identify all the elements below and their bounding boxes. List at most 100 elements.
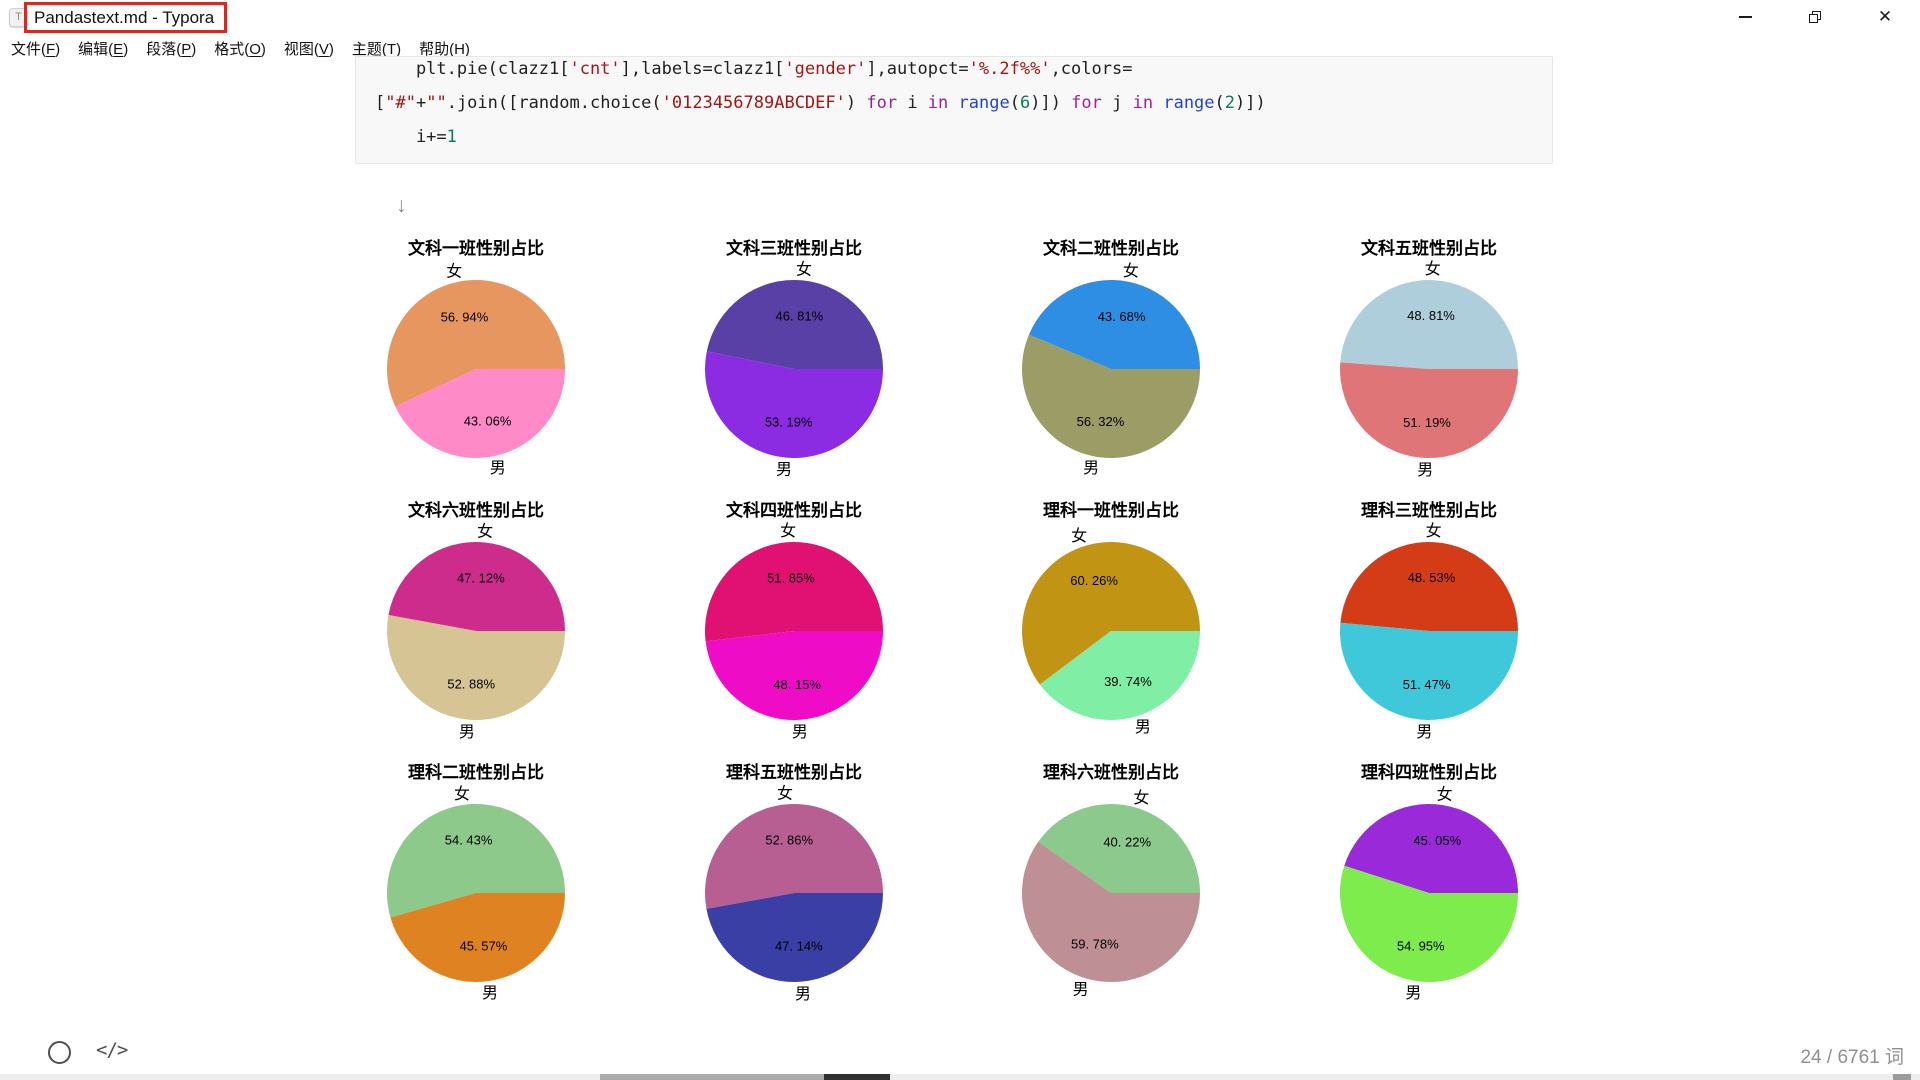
pie-category-label: 女 [1133, 788, 1149, 807]
pie-slice [705, 542, 883, 642]
pie-slice [1340, 280, 1518, 369]
bottom-edge-strip [0, 1074, 1920, 1080]
pie-chart: 文科二班性别占比 43. 68% 女 56. 32% 男 [961, 234, 1261, 506]
pie-slice [1344, 803, 1518, 893]
pie-percent-label: 48. 53% [1408, 570, 1456, 585]
pie-svg: 47. 12% 女 52. 88% 男 [387, 521, 565, 741]
minimize-icon [1738, 16, 1752, 18]
pie-chart: 文科四班性别占比 51. 85% 女 48. 15% 男 [644, 496, 944, 768]
pie-category-label: 女 [1123, 261, 1139, 280]
pie-category-label: 男 [1073, 981, 1089, 998]
pie-category-label: 男 [1083, 460, 1099, 477]
pie-svg: 48. 81% 女 51. 19% 男 [1340, 259, 1518, 479]
pie-percent-label: 47. 14% [775, 939, 823, 954]
pie-category-label: 男 [795, 986, 811, 1003]
title-annotation-box: Pandastext.md - Typora [24, 2, 228, 33]
chart-title: 理科五班性别占比 [726, 763, 862, 782]
pie-percent-label: 51. 19% [1403, 415, 1451, 430]
pie-category-label: 男 [490, 460, 506, 477]
pie-slice [1340, 622, 1518, 721]
word-count[interactable]: 24 / 6761 词 [1800, 1047, 1904, 1068]
pie-category-label: 女 [1426, 521, 1442, 540]
pie-slice [705, 631, 883, 721]
pie-percent-label: 52. 86% [765, 832, 813, 847]
pie-category-label: 女 [777, 783, 793, 802]
window-title: Pandastext.md - Typora [34, 7, 215, 27]
restore-button[interactable] [1780, 0, 1850, 34]
pie-chart: 理科六班性别占比 40. 22% 女 59. 78% 男 [961, 758, 1261, 1030]
pie-slice [1022, 542, 1200, 685]
pie-percent-label: 45. 05% [1413, 833, 1461, 848]
pie-slice [1022, 841, 1200, 983]
pie-category-label: 女 [1071, 526, 1087, 545]
pie-percent-label: 54. 95% [1397, 938, 1445, 953]
pie-category-label: 男 [1417, 462, 1433, 479]
pie-chart: 理科三班性别占比 48. 53% 女 51. 47% 男 [1279, 496, 1579, 768]
pie-slice [1039, 631, 1200, 721]
pie-svg: 43. 68% 女 56. 32% 男 [1022, 261, 1200, 477]
pie-slice [390, 893, 565, 982]
pie-chart: 理科一班性别占比 60. 26% 女 39. 74% 男 [961, 496, 1261, 768]
pie-slice [388, 541, 565, 631]
pie-category-label: 女 [477, 521, 493, 540]
pie-category-label: 男 [776, 462, 792, 479]
app-icon: T [9, 8, 28, 27]
minimize-button[interactable] [1710, 0, 1780, 34]
menu-item-file[interactable]: 文件(F) [11, 40, 61, 58]
pie-percent-label: 40. 22% [1103, 835, 1151, 850]
pie-percent-label: 51. 47% [1403, 677, 1451, 692]
pie-svg: 40. 22% 女 59. 78% 男 [1022, 788, 1200, 998]
menu-item-paragraph[interactable]: 段落(P) [146, 40, 197, 58]
pie-percent-label: 47. 12% [457, 570, 505, 585]
pie-svg: 54. 43% 女 45. 57% 男 [387, 784, 565, 1002]
pie-category-label: 女 [1437, 784, 1453, 803]
pie-chart: 理科四班性别占比 45. 05% 女 54. 95% 男 [1279, 758, 1579, 1030]
pie-chart: 文科三班性别占比 46. 81% 女 53. 19% 男 [644, 234, 944, 506]
menu-item-view[interactable]: 视图(V) [283, 40, 334, 58]
menu-bar: 文件(F) 编辑(E) 段落(P) 格式(O) 视图(V) 主题(T) 帮助(H… [2, 34, 479, 62]
pie-slice [387, 803, 565, 918]
chart-title: 文科二班性别占比 [1043, 239, 1179, 258]
cursor-hint-arrow: ↓ [396, 194, 407, 217]
pie-percent-label: 51. 85% [767, 570, 815, 585]
chart-title: 理科二班性别占比 [408, 763, 544, 782]
pie-category-label: 男 [1135, 719, 1151, 736]
pie-category-label: 男 [482, 985, 498, 1002]
pie-category-label: 男 [792, 724, 808, 741]
close-button[interactable]: ✕ [1850, 0, 1920, 34]
pie-svg: 46. 81% 女 53. 19% 男 [705, 260, 883, 479]
pie-category-label: 女 [1425, 259, 1441, 278]
menu-item-edit[interactable]: 编辑(E) [78, 40, 129, 58]
pie-slice [387, 614, 565, 720]
pie-category-label: 女 [796, 260, 812, 279]
pie-svg: 51. 85% 女 48. 15% 男 [705, 521, 883, 741]
menu-item-theme[interactable]: 主题(T) [351, 40, 402, 58]
pie-svg: 56. 94% 女 43. 06% 男 [387, 261, 565, 477]
outline-circle-icon[interactable] [48, 1041, 71, 1064]
pie-slice [705, 351, 883, 458]
pie-chart: 文科一班性别占比 56. 94% 女 43. 06% 男 [326, 234, 626, 506]
chart-title: 文科四班性别占比 [726, 501, 862, 520]
pie-svg: 60. 26% 女 39. 74% 男 [1022, 526, 1200, 736]
source-code-mode-icon[interactable]: </> [96, 1039, 128, 1061]
pie-percent-label: 59. 78% [1071, 936, 1119, 951]
strip-segment-dark [824, 1074, 890, 1080]
pie-category-label: 女 [454, 784, 470, 803]
chart-title: 文科五班性别占比 [1361, 239, 1497, 258]
pie-slice [387, 279, 565, 407]
chart-title: 理科六班性别占比 [1043, 763, 1179, 782]
title-bar: T Pandastext.md - Typora ✕ [0, 0, 1920, 34]
pie-slice [706, 893, 883, 983]
pie-percent-label: 43. 68% [1098, 309, 1146, 324]
pie-slice [1028, 280, 1200, 369]
pie-percent-label: 52. 88% [447, 677, 495, 692]
chart-title: 文科三班性别占比 [726, 239, 862, 258]
code-block[interactable]: plt.pie(clazz1['cnt'],labels=clazz1['gen… [355, 56, 1553, 164]
chart-title: 理科一班性别占比 [1043, 501, 1179, 520]
pie-category-label: 男 [1416, 724, 1432, 741]
pie-percent-label: 39. 74% [1104, 674, 1152, 689]
pie-chart: 文科六班性别占比 47. 12% 女 52. 88% 男 [326, 496, 626, 768]
menu-item-help[interactable]: 帮助(H) [419, 40, 470, 58]
menu-item-format[interactable]: 格式(O) [214, 40, 266, 58]
